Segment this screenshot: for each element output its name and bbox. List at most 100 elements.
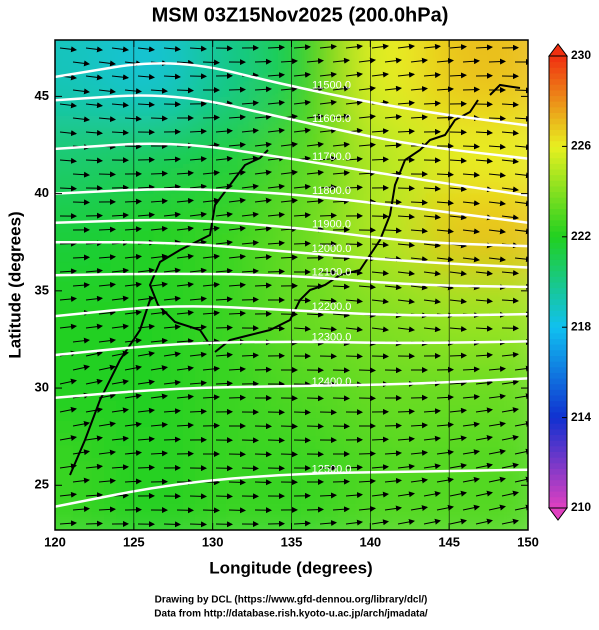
- field-cell: [426, 194, 566, 273]
- colorbar-step: [549, 485, 567, 491]
- colorbar-step: [549, 457, 567, 463]
- colorbar-step: [549, 282, 567, 288]
- y-tick-label: 25: [35, 477, 49, 492]
- wind-arrow: [489, 61, 505, 62]
- colorbar-step: [549, 118, 567, 124]
- field-cell: [189, 271, 269, 350]
- colorbar-step: [549, 339, 567, 345]
- colorbar-step: [549, 135, 567, 141]
- wind-arrow: [86, 523, 102, 524]
- colorbar-step: [549, 84, 567, 90]
- wind-arrow: [203, 117, 219, 118]
- colorbar-step: [549, 288, 567, 294]
- field-cell: [189, 116, 269, 195]
- colorbar-step: [549, 254, 567, 260]
- wind-arrow: [489, 118, 505, 119]
- colorbar-step: [549, 389, 567, 395]
- colorbar-step: [549, 299, 567, 305]
- x-tick-label: 135: [281, 534, 303, 549]
- y-tick-label: 30: [35, 379, 49, 394]
- wind-arrow: [138, 467, 154, 468]
- colorbar-step: [549, 214, 567, 220]
- colorbar-step: [549, 316, 567, 322]
- colorbar-step: [549, 435, 567, 441]
- colorbar-step: [549, 350, 567, 356]
- colorbar-step: [549, 73, 567, 79]
- colorbar-step: [549, 220, 567, 226]
- colorbar-step: [549, 197, 567, 203]
- colorbar-extend: [549, 508, 567, 520]
- wind-arrow: [294, 300, 310, 301]
- colorbar-step: [549, 101, 567, 107]
- wind-arrow: [437, 117, 453, 118]
- colorbar-step: [549, 361, 567, 367]
- colorbar-step: [549, 107, 567, 113]
- colorbar-step: [549, 333, 567, 339]
- contour-label: 12500.0: [312, 463, 352, 475]
- colorbar-step: [549, 192, 567, 198]
- x-tick-label: 150: [517, 534, 539, 549]
- wind-arrow: [320, 215, 336, 216]
- y-tick-label: 35: [35, 282, 49, 297]
- colorbar-step: [549, 429, 567, 435]
- field-cell: [110, 116, 190, 195]
- y-axis-label: Latitude (degrees): [5, 211, 24, 358]
- contour-label: 11600.0: [312, 113, 351, 125]
- footer-line: Drawing by DCL (https://www.gfd-dennou.o…: [155, 595, 428, 606]
- colorbar-step: [549, 67, 567, 73]
- contour-label: 11700.0: [312, 151, 351, 163]
- chart-title: MSM 03Z15Nov2025 (200.0hPa): [152, 4, 449, 26]
- colorbar-step: [549, 271, 567, 277]
- colorbar-tick-label: 218: [571, 319, 591, 333]
- colorbar-step: [549, 146, 567, 152]
- wind-arrow: [151, 118, 167, 119]
- colorbar-step: [549, 276, 567, 282]
- y-tick-label: 40: [35, 185, 49, 200]
- colorbar-step: [549, 129, 567, 135]
- colorbar-step: [549, 310, 567, 316]
- x-tick-label: 130: [202, 534, 224, 549]
- colorbar-step: [549, 418, 567, 424]
- colorbar-step: [549, 293, 567, 299]
- colorbar-step: [549, 237, 567, 243]
- wind-arrow: [164, 439, 180, 440]
- wind-arrow: [398, 411, 414, 412]
- colorbar-step: [549, 79, 567, 85]
- wind-arrow: [268, 271, 284, 272]
- y-tick-label: 45: [35, 88, 49, 103]
- field-cell: [426, 349, 566, 428]
- colorbar-tick-label: 214: [571, 410, 591, 424]
- colorbar-step: [549, 401, 567, 407]
- colorbar-step: [549, 474, 567, 480]
- colorbar-step: [549, 372, 567, 378]
- field-cell: [347, 116, 427, 195]
- wind-arrow: [333, 481, 349, 482]
- colorbar-step: [549, 242, 567, 248]
- colorbar-step: [549, 186, 567, 192]
- colorbar-step: [549, 175, 567, 181]
- colorbar-step: [549, 344, 567, 350]
- colorbar-step: [549, 367, 567, 373]
- colorbar-step: [549, 463, 567, 469]
- wind-arrow: [190, 411, 206, 412]
- colorbar-step: [549, 423, 567, 429]
- colorbar-step: [549, 384, 567, 390]
- colorbar-step: [549, 124, 567, 130]
- wind-arrow: [294, 243, 310, 244]
- field-cell: [110, 194, 190, 273]
- wind-arrow: [307, 509, 323, 510]
- colorbar-step: [549, 169, 567, 175]
- colorbar-step: [549, 158, 567, 164]
- colorbar-step: [549, 56, 567, 62]
- colorbar-step: [549, 180, 567, 186]
- wind-arrow: [255, 369, 271, 370]
- field-cell: [426, 271, 566, 350]
- colorbar-step: [549, 209, 567, 215]
- colorbar-step: [549, 203, 567, 209]
- colorbar-step: [549, 497, 567, 503]
- colorbar-step: [549, 406, 567, 412]
- wind-arrow: [242, 299, 258, 300]
- contour-label: 12300.0: [312, 332, 352, 344]
